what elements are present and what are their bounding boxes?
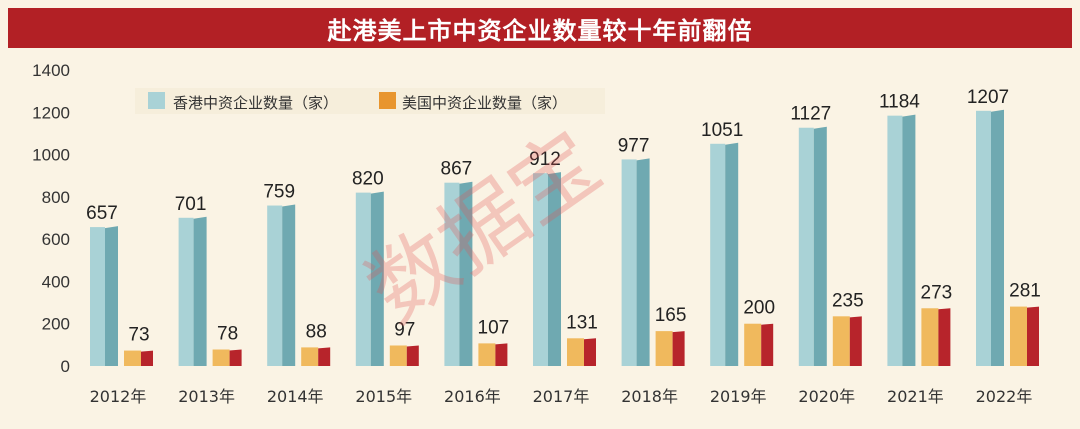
bar-hk-side — [636, 158, 650, 366]
y-tick-label: 600 — [42, 230, 70, 249]
y-axis: 0 200 400 600 800 1000 1200 1400 — [32, 61, 70, 376]
legend-swatch-hk — [148, 92, 165, 109]
bar-us-side — [318, 347, 331, 366]
legend: 香港中资企业数量（家） 美国中资企业数量（家） — [135, 88, 605, 114]
x-tick-label: 2013年 — [178, 387, 235, 406]
bar-us-front — [744, 323, 762, 366]
data-label-us: 273 — [921, 282, 953, 303]
x-tick-label: 2020年 — [798, 387, 855, 406]
bar-hk-front — [533, 173, 548, 366]
legend-label-us: 美国中资企业数量（家） — [402, 94, 567, 112]
x-tick-label: 2017年 — [533, 387, 590, 406]
bar-us-front — [1010, 306, 1027, 366]
data-label-hk: 1127 — [790, 104, 831, 125]
y-tick-label: 400 — [42, 272, 70, 291]
bar-us-front — [921, 308, 939, 366]
watermark: 数据宝 — [350, 112, 619, 342]
data-label-hk: 820 — [352, 169, 384, 190]
bar-us-front — [832, 316, 850, 366]
bar-hk-side — [991, 109, 1004, 366]
data-label-us: 88 — [306, 321, 327, 342]
bar-hk-front — [976, 110, 991, 366]
x-tick-label: 2021年 — [887, 387, 944, 406]
legend-swatch-us — [379, 92, 396, 109]
bar-hk-front — [90, 227, 105, 366]
y-tick-label: 1000 — [32, 146, 70, 165]
bar-us-side — [938, 308, 951, 366]
bar-hk-front — [887, 115, 903, 366]
bar-hk-front — [798, 127, 814, 366]
bar-us-side — [761, 323, 774, 366]
data-label-us: 200 — [743, 298, 775, 319]
bar-hk-side — [813, 126, 827, 366]
bar-hk-side — [193, 216, 207, 366]
data-label-hk: 701 — [175, 194, 207, 215]
bar-hk-side — [282, 204, 296, 366]
data-label-hk: 1184 — [879, 92, 920, 113]
x-tick-label: 2022年 — [976, 387, 1033, 406]
bar-us-side — [229, 349, 242, 366]
bar-us-side — [141, 350, 153, 366]
y-tick-label: 0 — [61, 357, 70, 376]
data-label-us: 235 — [832, 290, 864, 311]
bar-us-front — [212, 349, 230, 366]
x-tick-label: 2015年 — [355, 387, 412, 406]
bar-us-front — [567, 338, 584, 366]
chart-title: 赴港美上市中资企业数量较十年前翻倍 — [327, 16, 753, 45]
bar-hk-side — [902, 114, 916, 366]
x-tick-label: 2012年 — [90, 387, 147, 406]
bar-hk-front — [178, 217, 194, 366]
x-tick-label: 2018年 — [621, 387, 678, 406]
x-axis: 2012年 2013年 2014年 2015年 2016年 2017年 2018年 2019年… — [90, 387, 1033, 406]
data-label-us: 131 — [566, 312, 598, 333]
bar-us-side — [495, 343, 508, 366]
data-label-hk: 657 — [86, 203, 118, 224]
y-tick-label: 800 — [42, 188, 70, 207]
data-label-us: 78 — [217, 324, 238, 345]
y-tick-label: 1400 — [32, 61, 70, 80]
data-label-us: 73 — [128, 325, 149, 346]
bar-us-front — [389, 345, 407, 366]
bar-us-side — [584, 338, 596, 366]
bar-hk-side — [725, 142, 739, 366]
bar-us-side — [406, 345, 419, 366]
bars-group: 657 73 701 78 759 88 820 97 867 107 912 131 977 165 10… — [86, 87, 1041, 366]
bar-us-side — [672, 331, 685, 366]
bar-us-front — [655, 331, 673, 366]
data-label-hk: 912 — [529, 149, 561, 170]
bar-hk-side — [105, 226, 118, 366]
x-tick-label: 2016年 — [444, 387, 501, 406]
data-label-hk: 867 — [441, 159, 473, 180]
data-label-hk: 1051 — [701, 120, 743, 141]
data-label-us: 97 — [394, 319, 415, 340]
bar-hk-front — [267, 205, 283, 366]
bar-hk-front — [621, 159, 637, 366]
legend-label-hk: 香港中资企业数量（家） — [173, 94, 338, 112]
data-label-hk: 759 — [263, 182, 295, 203]
data-label-us: 107 — [478, 317, 510, 338]
bar-hk-side — [459, 181, 473, 366]
bar-us-side — [1027, 306, 1039, 366]
bar-us-side — [849, 316, 862, 366]
data-label-hk: 977 — [618, 135, 650, 156]
bar-hk-side — [370, 191, 384, 366]
bar-us-front — [301, 347, 319, 366]
bar-hk-front — [355, 192, 371, 366]
legend-background — [135, 88, 605, 114]
x-tick-label: 2019年 — [710, 387, 767, 406]
bar-us-front — [478, 343, 496, 366]
bar-us-front — [124, 350, 141, 366]
data-label-hk: 1207 — [967, 87, 1009, 108]
bar-hk-side — [548, 172, 561, 366]
data-label-us: 281 — [1009, 281, 1041, 302]
x-tick-label: 2014年 — [267, 387, 324, 406]
bar-hk-front — [444, 182, 460, 366]
title-bar: 赴港美上市中资企业数量较十年前翻倍 — [8, 8, 1072, 48]
data-label-us: 165 — [655, 305, 687, 326]
y-tick-label: 200 — [42, 315, 70, 334]
y-tick-label: 1200 — [32, 103, 70, 122]
bar-hk-front — [710, 143, 726, 366]
